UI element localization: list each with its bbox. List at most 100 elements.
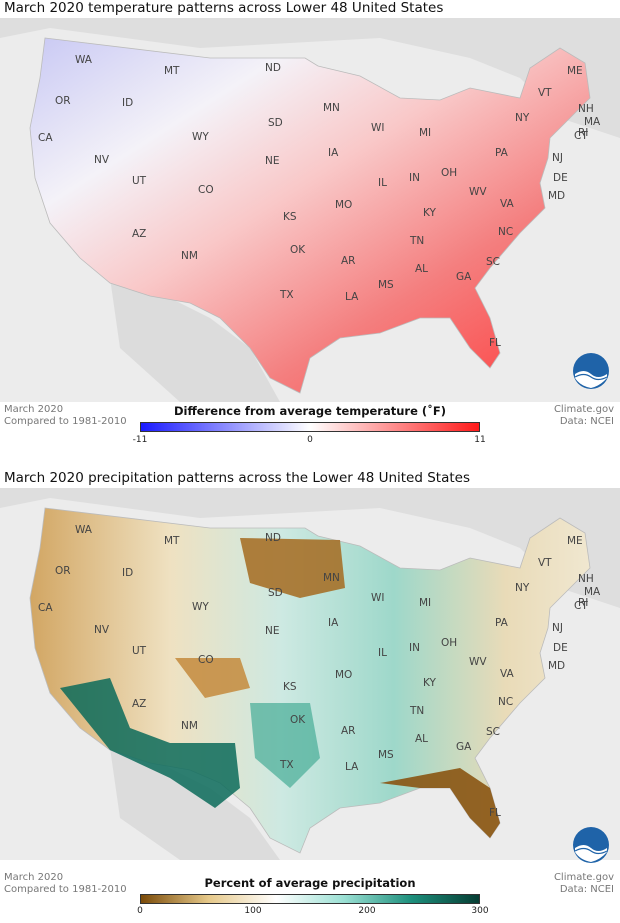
state-label-co: CO	[198, 184, 214, 196]
state-label-ar: AR	[341, 255, 355, 267]
state-label-me: ME	[567, 65, 583, 77]
p-state-label-ms: MS	[378, 749, 394, 761]
wet-area-texas	[250, 703, 320, 788]
state-label-la: LA	[345, 291, 359, 303]
state-label-ks: KS	[283, 211, 297, 223]
noaa-logo-icon	[572, 352, 610, 390]
temperature-footer-right: Climate.gov Data: NCEI	[553, 404, 614, 427]
precipitation-legend-tick-200: 200	[358, 906, 376, 916]
state-label-pa: PA	[495, 147, 509, 159]
p-state-label-de: DE	[553, 642, 568, 654]
p-state-label-ar: AR	[341, 725, 355, 737]
state-label-md: MD	[548, 190, 565, 202]
dry-area-dakotas	[240, 538, 345, 598]
p-state-label-sd: SD	[268, 587, 283, 599]
p-state-label-ok: OK	[290, 714, 306, 726]
temperature-legend-tick-max: 11	[474, 435, 486, 445]
p-state-label-ny: NY	[515, 582, 530, 594]
temperature-legend-tick-zero: 0	[307, 435, 313, 445]
p-state-label-mt: MT	[164, 535, 180, 547]
precipitation-footer-left: March 2020 Compared to 1981-2010	[4, 872, 127, 895]
state-label-az: AZ	[132, 228, 146, 240]
p-state-label-fl: FL	[489, 807, 501, 819]
p-state-label-me: ME	[567, 535, 583, 547]
state-label-mn: MN	[323, 102, 340, 114]
state-label-mt: MT	[164, 65, 180, 77]
p-state-label-id: ID	[122, 567, 133, 579]
temperature-legend-bar	[140, 422, 480, 432]
precipitation-legend-title: Percent of average precipitation	[204, 876, 416, 890]
precipitation-footer: March 2020 Compared to 1981-2010 Percent…	[0, 860, 620, 923]
p-state-label-mo: MO	[335, 669, 352, 681]
precipitation-legend-tick-0: 0	[137, 906, 143, 916]
p-state-label-ca: CA	[38, 602, 53, 614]
state-label-nm: NM	[181, 250, 198, 262]
state-label-fl: FL	[489, 337, 501, 349]
precipitation-legend-tick-100: 100	[244, 906, 262, 916]
p-state-label-wi: WI	[371, 592, 384, 604]
state-label-sc: SC	[486, 256, 500, 268]
precipitation-state-labels: WA OR CA ID NV MT WY UT AZ CO NM ND SD N…	[38, 524, 601, 819]
canada-land-2	[0, 488, 620, 608]
p-state-label-ks: KS	[283, 681, 297, 693]
dry-area-colorado	[175, 658, 250, 698]
p-state-label-wa: WA	[75, 524, 93, 536]
p-state-label-wv: WV	[469, 656, 487, 668]
mexico-land	[110, 278, 280, 402]
state-label-vt: VT	[538, 87, 552, 99]
state-label-tx: TX	[279, 289, 294, 301]
precipitation-legend-tick-300: 300	[471, 906, 489, 916]
temperature-state-labels: WA OR CA ID NV MT WY UT AZ CO NM ND SD N…	[38, 54, 601, 349]
temperature-footer-left: March 2020 Compared to 1981-2010	[4, 404, 127, 427]
p-state-label-md: MD	[548, 660, 565, 672]
precipitation-map: WA OR CA ID NV MT WY UT AZ CO NM ND SD N…	[0, 488, 620, 860]
p-state-label-ne: NE	[265, 625, 280, 637]
p-state-label-nc: NC	[498, 696, 513, 708]
state-label-wy: WY	[192, 131, 209, 143]
state-label-ma: MA	[584, 116, 601, 128]
state-label-nd: ND	[265, 62, 281, 74]
p-state-label-ia: IA	[328, 617, 339, 629]
p-state-label-mn: MN	[323, 572, 340, 584]
p-state-label-wy: WY	[192, 601, 209, 613]
precipitation-map-svg: WA OR CA ID NV MT WY UT AZ CO NM ND SD N…	[0, 488, 620, 860]
precipitation-title: March 2020 precipitation patterns across…	[4, 470, 470, 486]
state-label-sd: SD	[268, 117, 283, 129]
p-state-label-tn: TN	[409, 705, 424, 717]
state-label-ms: MS	[378, 279, 394, 291]
p-state-label-ct: CT	[574, 600, 588, 612]
p-state-label-mi: MI	[419, 597, 431, 609]
p-state-label-or: OR	[55, 565, 71, 577]
temperature-title: March 2020 temperature patterns across L…	[4, 0, 444, 16]
p-state-label-pa: PA	[495, 617, 509, 629]
temperature-footer: March 2020 Compared to 1981-2010 Differe…	[0, 402, 620, 462]
precipitation-panel: March 2020 precipitation patterns across…	[0, 462, 620, 923]
state-label-in: IN	[409, 172, 420, 184]
p-state-label-ut: UT	[132, 645, 147, 657]
p-state-label-nm: NM	[181, 720, 198, 732]
precipitation-legend-bar	[140, 894, 480, 904]
state-label-ca: CA	[38, 132, 53, 144]
state-label-ne: NE	[265, 155, 280, 167]
state-label-tn: TN	[409, 235, 424, 247]
state-label-nh: NH	[578, 103, 594, 115]
state-label-wa: WA	[75, 54, 93, 66]
conus-shape	[29, 37, 591, 394]
temperature-map-svg: WA OR CA ID NV MT WY UT AZ CO NM ND SD N…	[0, 18, 620, 402]
precipitation-footer-right: Climate.gov Data: NCEI	[553, 872, 614, 895]
wet-area-southwest	[60, 678, 240, 808]
state-label-mo: MO	[335, 199, 352, 211]
p-state-label-nj: NJ	[552, 622, 563, 634]
p-state-label-nh: NH	[578, 573, 594, 585]
state-label-ky: KY	[423, 207, 437, 219]
canada-land	[0, 18, 620, 138]
dry-area-gulf-florida	[380, 768, 500, 838]
state-label-ut: UT	[132, 175, 147, 187]
state-label-ia: IA	[328, 147, 339, 159]
p-state-label-co: CO	[198, 654, 214, 666]
state-label-ri-visible: RI	[578, 127, 588, 139]
p-state-label-ky: KY	[423, 677, 437, 689]
p-state-label-ma: MA	[584, 586, 601, 598]
p-state-label-in: IN	[409, 642, 420, 654]
state-label-id: ID	[122, 97, 133, 109]
